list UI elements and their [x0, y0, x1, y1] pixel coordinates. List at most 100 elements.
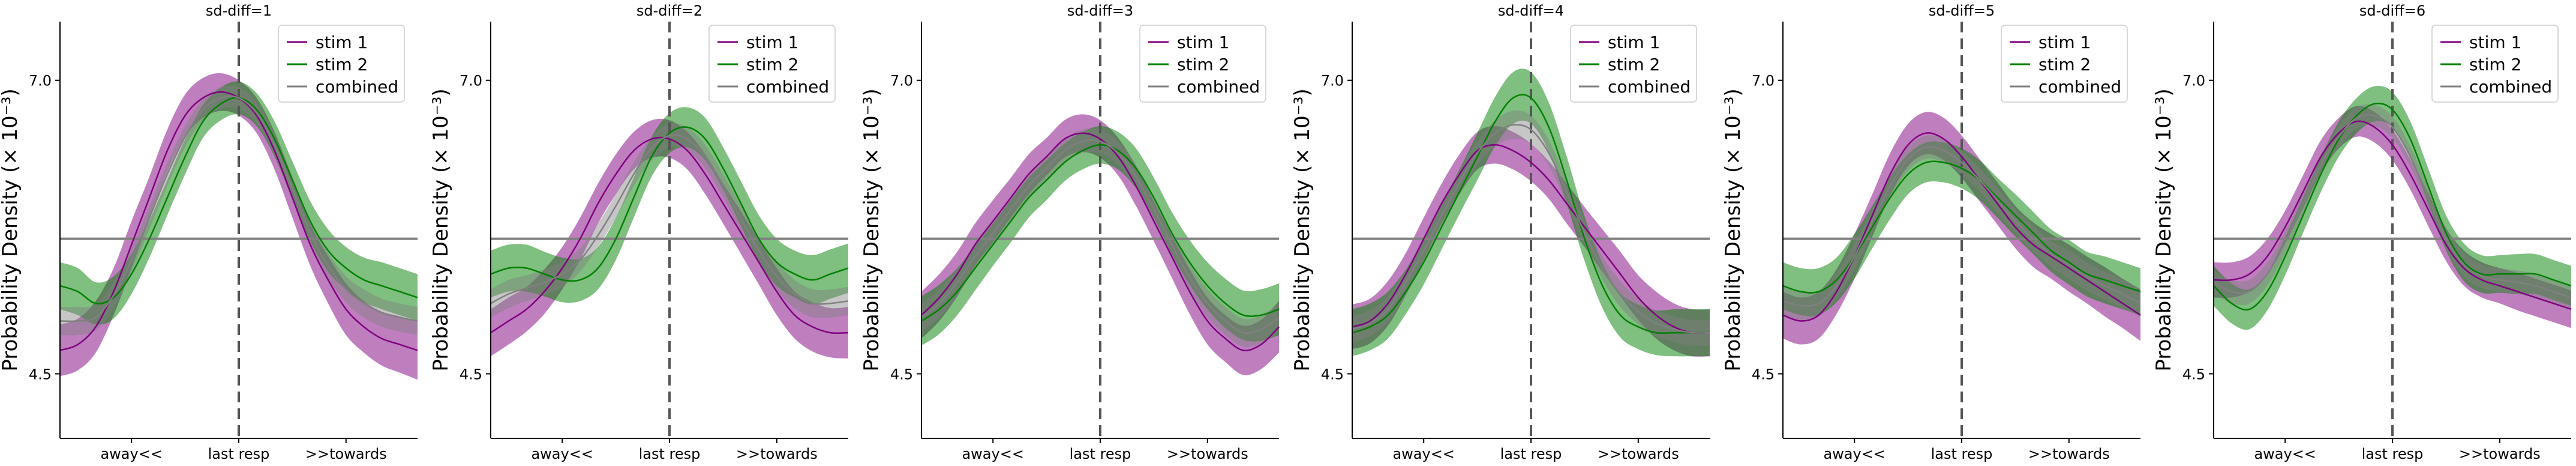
legend-label: stim 1 [2469, 32, 2521, 52]
y-axis-label: Probability Density (× 10⁻³) [2152, 88, 2176, 371]
x-tick-label: >>towards [1598, 446, 1679, 462]
legend-box [708, 25, 836, 103]
y-tick-label: 4.5 [460, 366, 482, 383]
legend-label: stim 2 [1608, 55, 1660, 74]
y-tick-label: 7.0 [29, 73, 52, 89]
x-tick-label: >>towards [305, 446, 387, 462]
line-combined [2213, 113, 2572, 298]
legend-label: stim 2 [2469, 55, 2521, 74]
y-tick-label: 7.0 [890, 73, 913, 89]
legend-box [2431, 25, 2559, 103]
x-tick-label: last resp [1070, 446, 1131, 462]
y-tick-label: 4.5 [890, 366, 913, 383]
legend-label: stim 2 [1177, 55, 1229, 74]
legend: stim 1 stim 2 combined [278, 25, 405, 103]
x-tick-label: >>towards [2028, 446, 2110, 462]
legend-label: combined [2038, 77, 2121, 97]
legend-box [1570, 25, 1697, 103]
line-stim-2 [1782, 160, 2141, 294]
band-combined [2214, 104, 2571, 309]
band-combined [1352, 110, 1710, 346]
band-combined [60, 85, 418, 336]
panel-3: 4.5 7.0 away<< last resp >>towards sd-diff=3 P… [860, 2, 1280, 462]
x-tick-label: last resp [639, 446, 701, 462]
panel-title: sd-diff=5 [1929, 2, 1995, 19]
band-stim-1 [491, 118, 848, 359]
y-tick-label: 7.0 [460, 73, 482, 89]
band-stim-2 [921, 126, 1279, 346]
band-stim-2 [491, 107, 848, 305]
y-tick-label: 4.5 [2182, 366, 2205, 383]
line-stim-1 [490, 136, 849, 334]
x-tick-label: away<< [100, 446, 162, 462]
band-stim-2 [2214, 85, 2571, 330]
x-tick-label: away<< [2254, 446, 2316, 462]
x-tick-label: away<< [531, 446, 593, 462]
line-stim-1 [1352, 144, 1710, 334]
line-stim-1 [1782, 132, 2141, 322]
line-stim-1 [2213, 120, 2572, 310]
y-axis-label: Probability Density (× 10⁻³) [1290, 88, 1314, 371]
panel-5: 4.5 7.0 away<< last resp >>towards sd-diff=5 P… [1721, 2, 2141, 462]
line-stim-2 [921, 144, 1280, 322]
line-combined [921, 139, 1280, 334]
line-combined [1782, 146, 2141, 307]
legend-label: stim 1 [1608, 32, 1660, 52]
line-combined [59, 95, 418, 322]
line-combined [490, 134, 849, 305]
x-tick-label: last resp [208, 446, 270, 462]
y-axis-label: Probability Density (× 10⁻³) [1721, 88, 1745, 371]
legend-box [1139, 25, 1266, 103]
line-stim-1 [921, 132, 1280, 351]
line-stim-2 [490, 126, 849, 282]
y-tick-label: 4.5 [1752, 366, 1775, 383]
legend-label: stim 1 [1177, 32, 1229, 52]
legend-label: stim 2 [2038, 55, 2091, 74]
line-stim-2 [2213, 103, 2572, 311]
legend-label: combined [1177, 77, 1260, 97]
legend-label: stim 1 [316, 32, 368, 52]
y-axis-label: Probability Density (× 10⁻³) [860, 88, 884, 371]
band-combined [1783, 135, 2140, 320]
band-stim-1 [921, 114, 1279, 375]
legend: stim 1 stim 2 combined [1139, 25, 1266, 103]
y-tick-label: 7.0 [2182, 73, 2205, 89]
legend-label: stim 2 [746, 55, 798, 74]
y-tick-label: 7.0 [1752, 73, 1775, 89]
panel-title: sd-diff=3 [1067, 2, 1133, 19]
x-tick-label: >>towards [1167, 446, 1248, 462]
legend: stim 1 stim 2 combined [1570, 25, 1697, 103]
legend: stim 1 stim 2 combined [2001, 25, 2128, 103]
panel-title: sd-diff=1 [206, 2, 272, 19]
band-stim-2 [60, 81, 418, 325]
y-tick-label: 7.0 [1321, 73, 1344, 89]
x-tick-label: last resp [1500, 446, 1562, 462]
x-tick-label: away<< [1823, 446, 1885, 462]
band-combined [491, 123, 848, 318]
legend-label: combined [746, 77, 829, 97]
band-stim-1 [1352, 126, 1710, 357]
panel-1: 4.5 7.0 away<< last resp >>towards sd-diff=1 P… [0, 2, 418, 462]
legend-label: combined [1608, 77, 1691, 97]
legend: stim 1 stim 2 combined [2431, 25, 2559, 103]
y-tick-label: 4.5 [1321, 366, 1344, 383]
x-tick-label: last resp [1931, 446, 1993, 462]
x-tick-label: >>towards [2459, 446, 2541, 462]
y-tick-label: 4.5 [29, 366, 52, 383]
panel-title: sd-diff=4 [1498, 2, 1564, 19]
x-tick-label: away<< [1392, 446, 1454, 462]
y-axis-label: Probability Density (× 10⁻³) [429, 88, 453, 371]
panel-6: 4.5 7.0 away<< last resp >>towards sd-diff=6 P… [2152, 2, 2572, 462]
panel-title: sd-diff=6 [2359, 2, 2425, 19]
legend-box [278, 25, 405, 103]
legend-label: combined [2469, 77, 2552, 97]
x-tick-label: last resp [2362, 446, 2424, 462]
y-axis-label: Probability Density (× 10⁻³) [0, 88, 22, 371]
legend-label: stim 1 [2038, 32, 2091, 52]
line-stim-2 [1352, 94, 1710, 334]
legend-label: stim 2 [316, 55, 368, 74]
band-stim-1 [60, 73, 418, 380]
x-tick-label: away<< [962, 446, 1023, 462]
